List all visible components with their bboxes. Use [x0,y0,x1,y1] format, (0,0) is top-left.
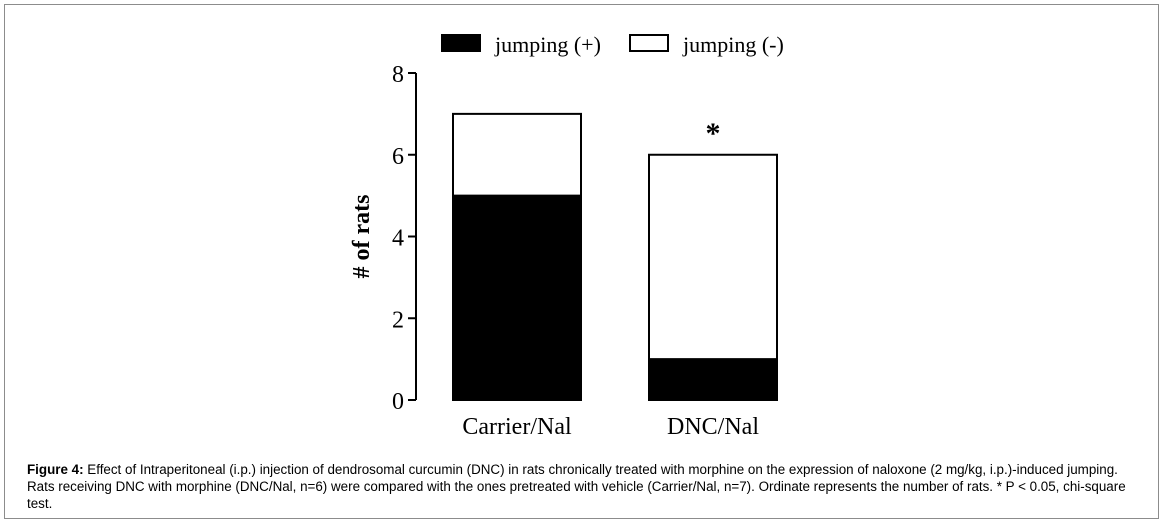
legend-label: jumping (-) [682,32,784,57]
figure-caption: Figure 4: Effect of Intraperitoneal (i.p… [27,461,1147,512]
y-tick-label: 6 [392,144,404,170]
y-tick-label: 4 [392,226,404,252]
x-category-label: DNC/Nal [667,414,759,440]
legend-label: jumping (+) [494,32,601,57]
x-category-label: Carrier/Nal [462,414,572,440]
bar-segment [648,153,778,361]
y-axis-title: # of rats [349,195,375,279]
y-tick-label: 8 [392,62,404,88]
figure-frame: 0 2 4 6 8 # of rats Carrier/Nal DNC/Nal * jumping… [4,4,1159,519]
bar-segment [648,358,778,401]
legend-swatch [441,34,481,52]
bar-chart: 0 2 4 6 8 # of rats Carrier/Nal DNC/Nal * jumping… [349,32,784,440]
bar-segment [452,194,582,401]
bar-segment [452,112,582,197]
y-tick-label: 2 [392,307,404,333]
caption-text: Effect of Intraperitoneal (i.p.) injecti… [27,462,1126,511]
caption-label: Figure 4: [27,462,84,477]
significance-marker: * [706,117,721,150]
y-tick-label: 0 [392,389,404,415]
legend-swatch [629,34,669,52]
